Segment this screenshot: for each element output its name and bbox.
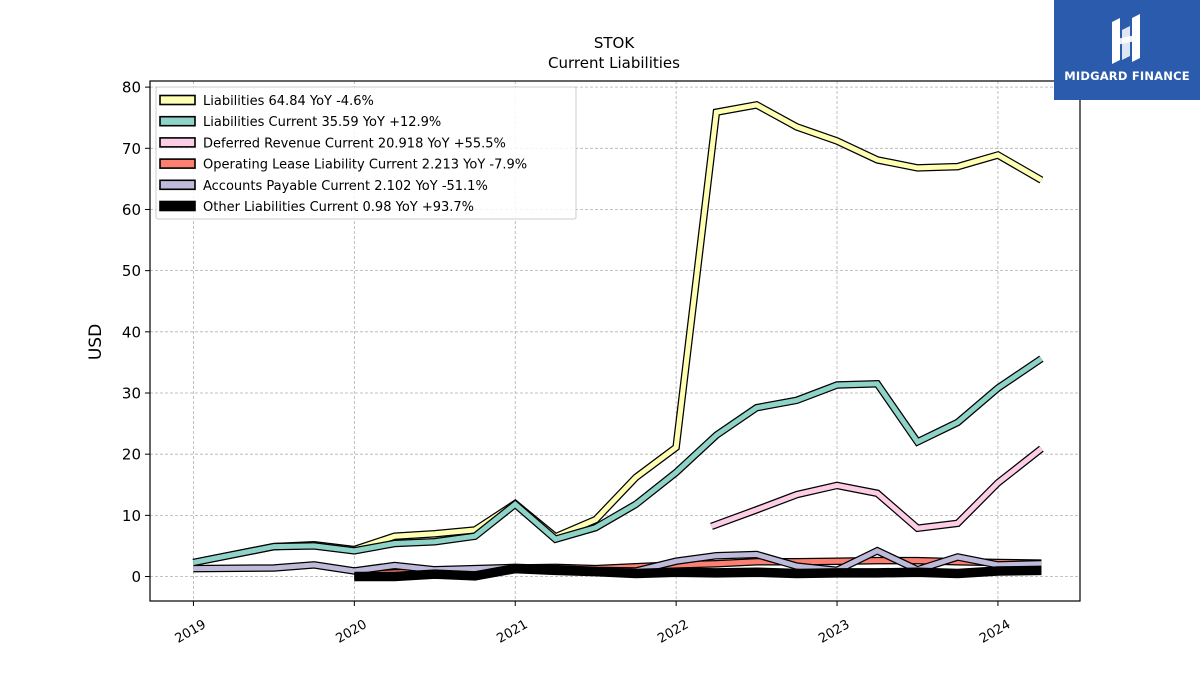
- legend-swatch-0: [159, 94, 196, 106]
- y-tick-label: 60: [122, 201, 141, 219]
- x-tick-label: 2019: [173, 617, 209, 647]
- series-layer: [192, 100, 1044, 582]
- y-tick-label: 20: [122, 446, 141, 464]
- legend-entry-2: Deferred Revenue Current 20.918 YoY +55.…: [203, 136, 506, 151]
- y-tick-label: 40: [122, 323, 141, 341]
- series-line-1: [192, 356, 1043, 565]
- x-tick-label: 2022: [655, 617, 691, 647]
- midgard-finance-logo: MIDGARD FINANCE: [1054, 0, 1200, 100]
- x-tick-label: 2020: [334, 617, 370, 647]
- legend-entry-0: Liabilities 64.84 YoY -4.6%: [203, 94, 374, 109]
- chart-title: STOK: [594, 34, 635, 52]
- legend-entry-4: Accounts Payable Current 2.102 YoY -51.1…: [203, 179, 488, 194]
- legend-entry-3: Operating Lease Liability Current 2.213 …: [203, 158, 527, 173]
- legend-entry-1: Liabilities Current 35.59 YoY +12.9%: [203, 115, 441, 130]
- legend: Liabilities 64.84 YoY -4.6% Liabilities C…: [155, 86, 577, 220]
- y-axis-label: USD: [86, 324, 106, 360]
- series-line-outline-1: [192, 355, 1044, 567]
- x-tick-label: 2021: [494, 617, 530, 647]
- legend-swatch-4: [159, 179, 196, 191]
- plot-frame: [149, 80, 1081, 602]
- y-tick-label: 70: [122, 140, 141, 158]
- x-tick-label: 2023: [816, 617, 852, 647]
- y-tick-label: 30: [122, 385, 141, 403]
- chart-subtitle: Current Liabilities: [548, 54, 680, 72]
- logo-mark-icon: [1054, 0, 1200, 100]
- y-tick-label: 0: [131, 568, 141, 586]
- legend-swatch-1: [159, 115, 196, 127]
- y-tick-label: 10: [122, 507, 141, 525]
- series-line-5: [354, 565, 1042, 580]
- legend-swatch-5: [159, 200, 196, 212]
- y-tick-label: 50: [122, 262, 141, 280]
- legend-box: [155, 86, 577, 220]
- series-line-2: [710, 446, 1043, 531]
- x-tick-label: 2024: [977, 617, 1013, 647]
- y-tick-label: 80: [122, 79, 141, 97]
- legend-swatch-2: [159, 137, 196, 148]
- legend-entry-5: Other Liabilities Current 0.98 YoY +93.7…: [203, 200, 474, 215]
- logo-text: MIDGARD FINANCE: [1064, 69, 1190, 83]
- legend-swatch-3: [159, 158, 196, 169]
